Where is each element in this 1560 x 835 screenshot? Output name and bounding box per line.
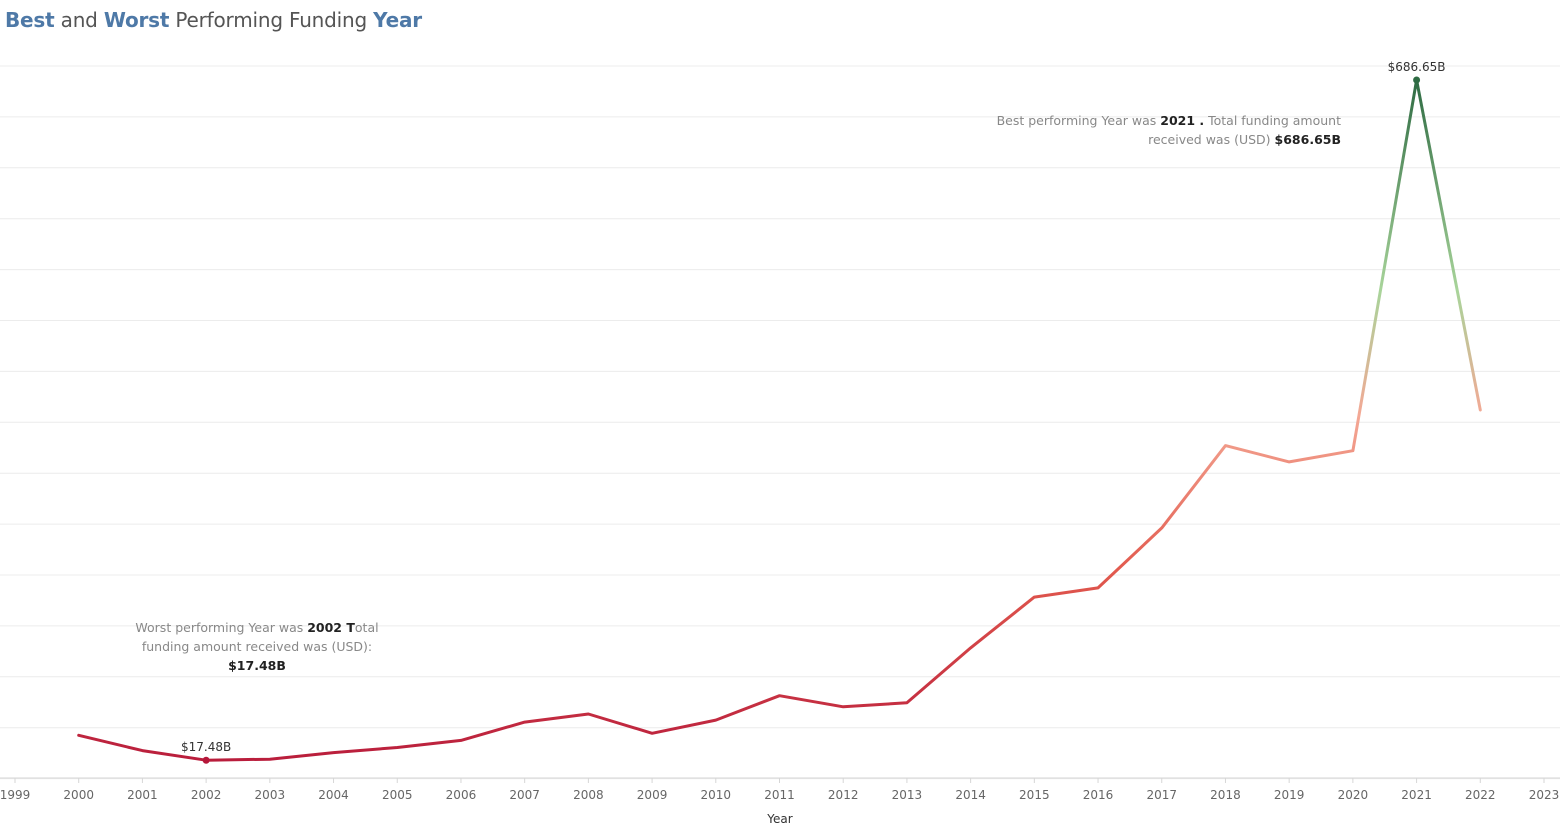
title-middle: Performing Funding (169, 8, 374, 32)
x-tick-label: 2000 (63, 788, 94, 802)
best-ann-pre: Best performing Year was (997, 113, 1161, 128)
worst-ann-pre: Worst performing Year was (135, 620, 307, 635)
x-tick-label: 2009 (637, 788, 668, 802)
x-tick-label: 2023 (1529, 788, 1560, 802)
x-tick-label: 2018 (1210, 788, 1241, 802)
title-and: and (54, 8, 104, 32)
grid-lines (0, 65, 1560, 780)
x-tick-label: 2017 (1146, 788, 1177, 802)
worst-ann-year: 2002 (307, 620, 346, 635)
x-axis: 1999 2000 2001 2002 2003 2004 2005 2006 2007 2008… (0, 777, 1560, 802)
x-tick-label: 2016 (1083, 788, 1114, 802)
worst-ann-post: otal (355, 620, 379, 635)
x-tick-label: 2006 (446, 788, 477, 802)
best-ann-year: 2021 . (1160, 113, 1204, 128)
worst-annotation-line2: funding amount received was (USD): (142, 639, 372, 654)
x-tick-label: 2012 (828, 788, 859, 802)
chart-title: Best and Worst Performing Funding Year (5, 8, 422, 32)
worst-annotation-line3: $17.48B (228, 658, 286, 673)
x-tick-label: 2010 (701, 788, 732, 802)
best-ann-value: $686.65B (1275, 132, 1341, 147)
x-tick-label: 2014 (955, 788, 986, 802)
title-best: Best (5, 8, 55, 32)
x-tick-label: 2007 (509, 788, 540, 802)
marker-2002 (202, 756, 210, 764)
x-tick-label: 2001 (127, 788, 158, 802)
x-tick-label: 2005 (382, 788, 413, 802)
x-tick-label: 2020 (1338, 788, 1369, 802)
point-label-2002: $17.48B (181, 740, 231, 754)
x-tick-label: 2011 (764, 788, 795, 802)
point-label-2021: $686.65B (1388, 60, 1446, 74)
best-annotation-line1: Best performing Year was 2021 . Total fu… (997, 113, 1342, 128)
x-tick-label: 2004 (318, 788, 349, 802)
x-tick-label: 2019 (1274, 788, 1305, 802)
worst-ann-t: T (346, 620, 355, 635)
x-tick-label: 2015 (1019, 788, 1050, 802)
worst-annotation-line1: Worst performing Year was 2002 Total (135, 620, 378, 635)
series-funding (77, 78, 1482, 762)
title-year: Year (373, 8, 422, 32)
title-worst: Worst (103, 8, 170, 32)
x-tick-label: 2002 (191, 788, 222, 802)
marker-2021 (1413, 76, 1421, 84)
best-annotation-line2: received was (USD) $686.65B (1148, 132, 1341, 147)
x-tick-label: 2021 (1401, 788, 1432, 802)
x-tick-label: 2022 (1465, 788, 1496, 802)
x-axis-title: Year (766, 812, 792, 826)
x-tick-label: 2008 (573, 788, 604, 802)
best-ann-post: Total funding amount (1204, 113, 1341, 128)
x-tick-label: 2013 (892, 788, 923, 802)
point-labels: $17.48B $686.65B (181, 60, 1446, 764)
best-ann-line2-pre: received was (USD) (1148, 132, 1274, 147)
x-tick-label: 1999 (0, 788, 30, 802)
series-line (77, 78, 1482, 762)
worst-ann-value: $17.48B (228, 658, 286, 673)
x-tick-label: 2003 (255, 788, 286, 802)
